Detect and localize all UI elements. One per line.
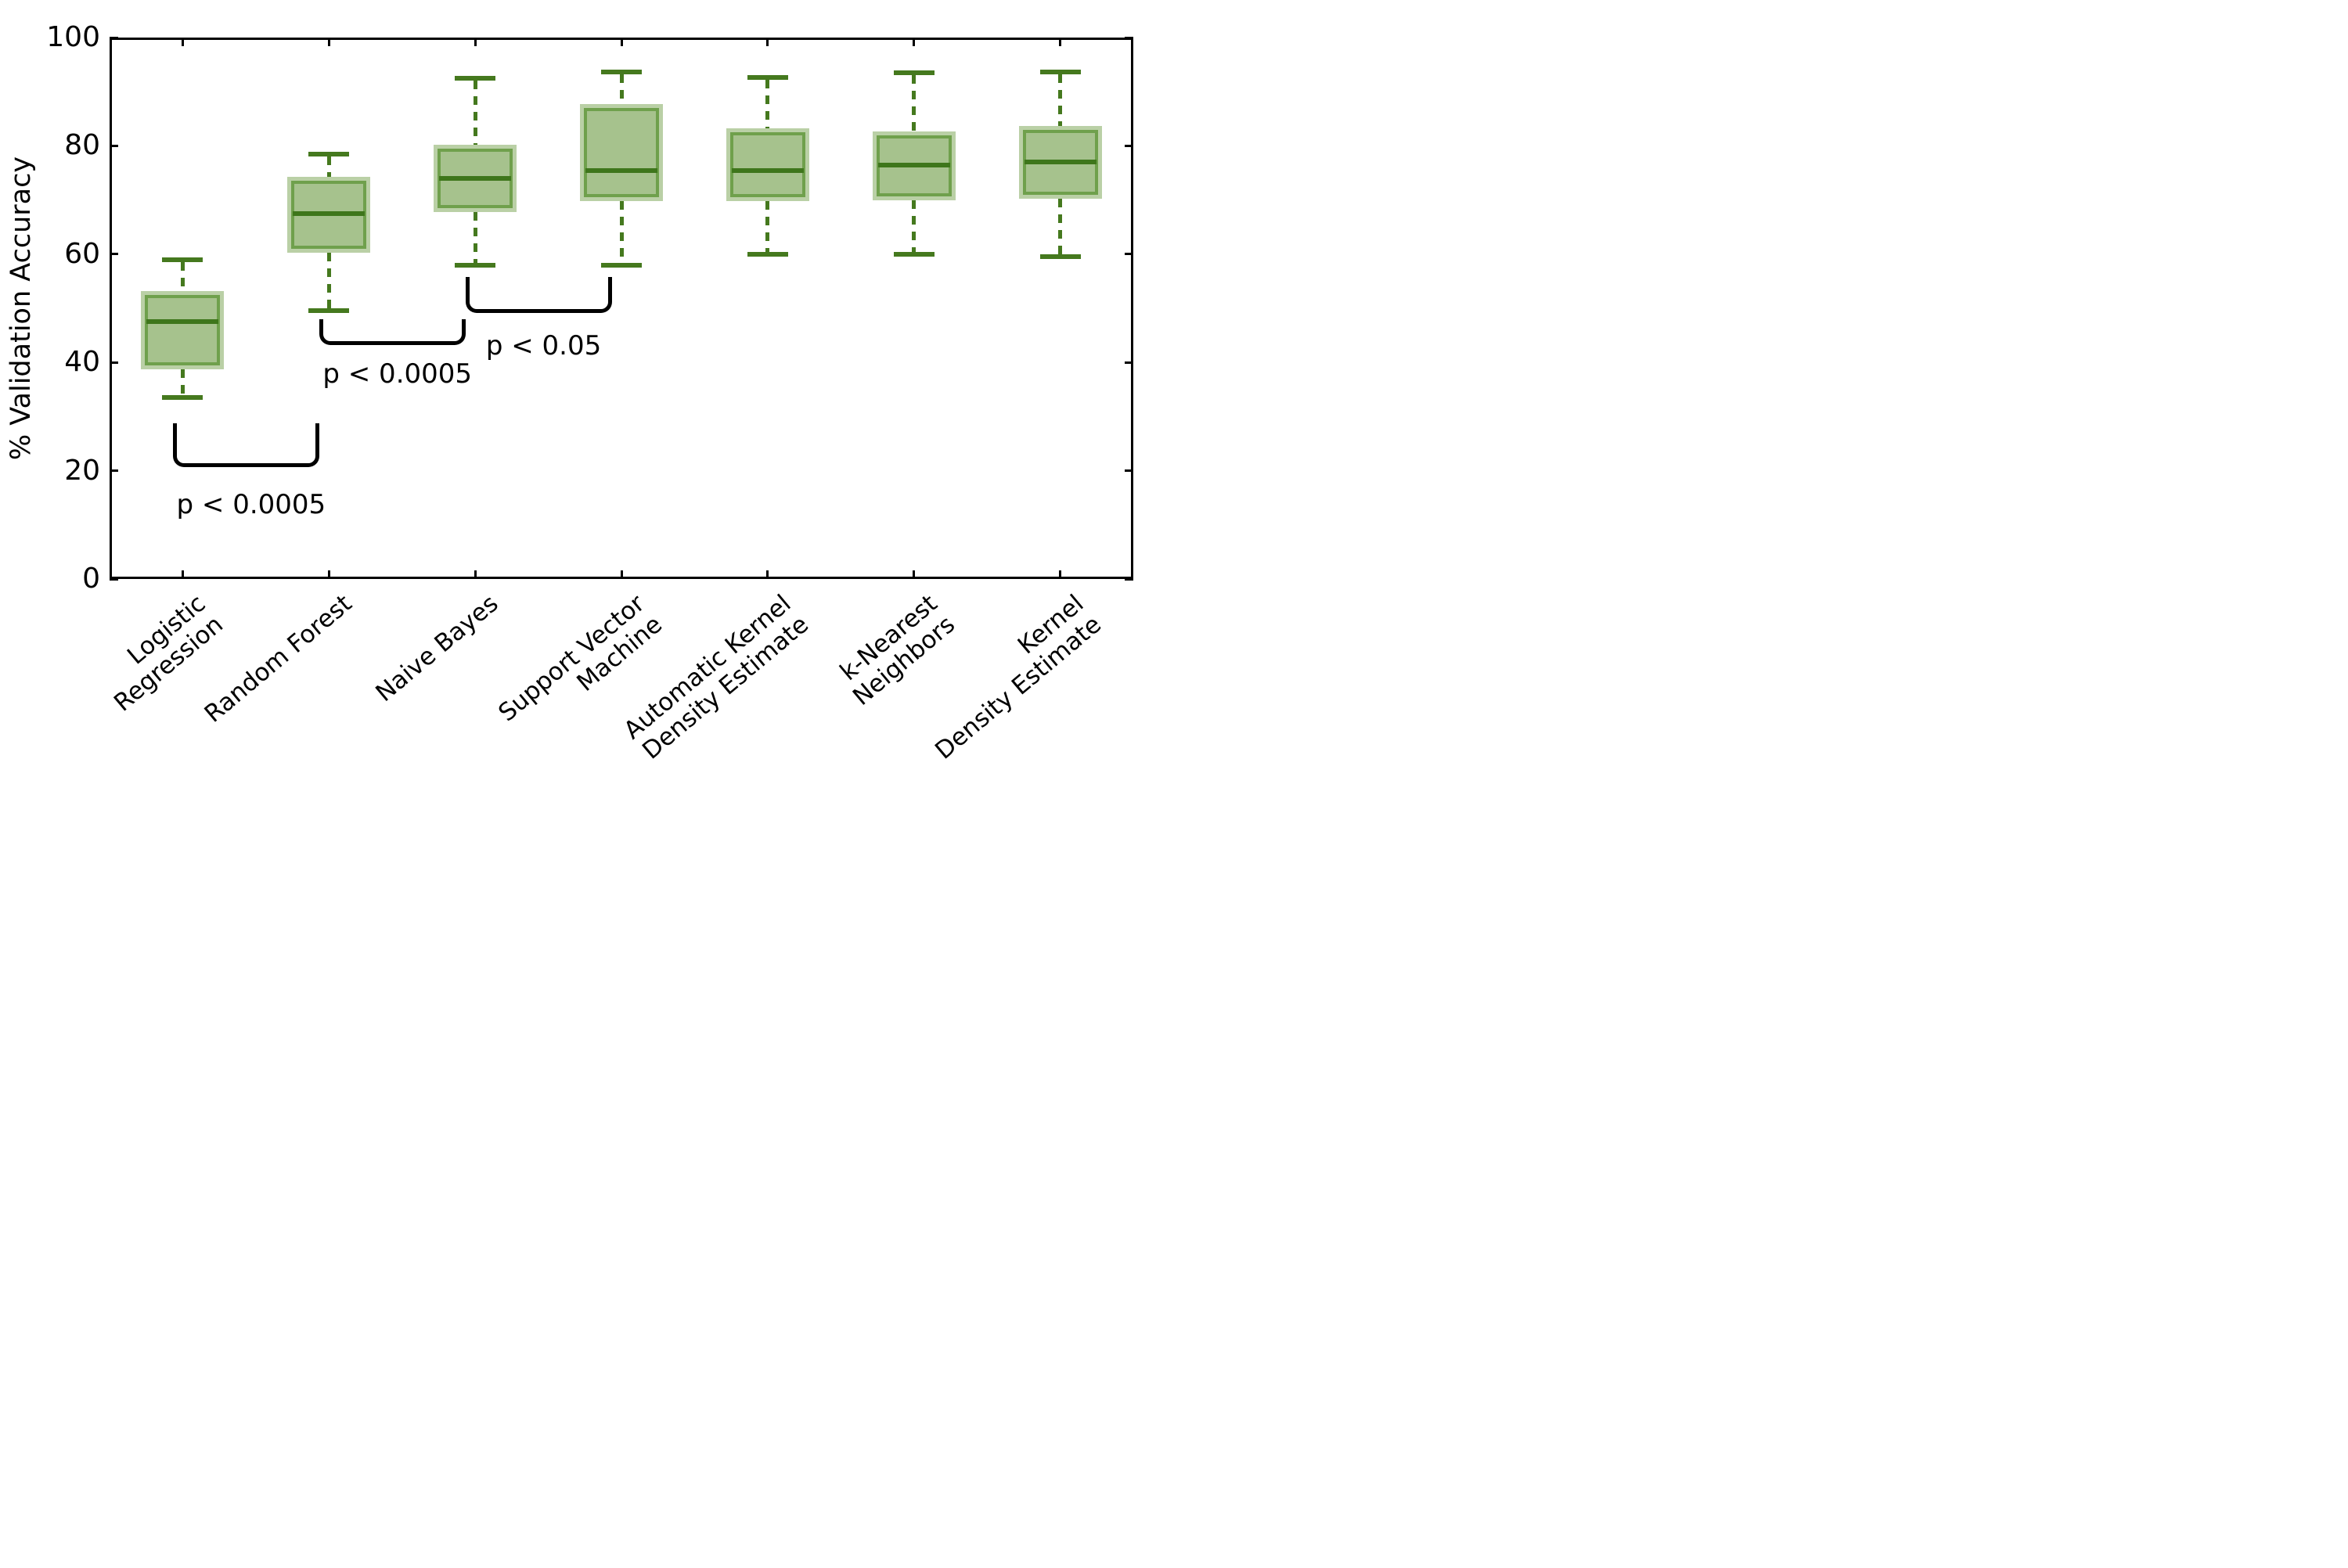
y-tick-label: 80 <box>64 129 100 162</box>
y-tick-right <box>1125 577 1133 581</box>
y-tick-label: 20 <box>64 454 100 487</box>
y-tick-right <box>1125 361 1133 364</box>
y-tick-left <box>110 577 118 581</box>
y-tick-left <box>110 253 118 256</box>
lower-whisker-cap <box>1039 254 1081 260</box>
lower-whisker <box>619 201 624 263</box>
upper-whisker-cap <box>1039 70 1081 75</box>
lower-whisker <box>473 211 477 263</box>
upper-whisker-cap <box>747 74 788 80</box>
x-tick-bottom <box>474 570 477 579</box>
y-axis-label: % Validation Accuracy <box>5 156 37 461</box>
boxplot-figure: % Validation Accuracy 0 20 40 60 80 100 p < 0.… <box>0 0 1174 784</box>
y-tick-left <box>110 36 118 39</box>
median-line <box>146 319 219 325</box>
median-line <box>1024 160 1097 165</box>
x-tick-bottom <box>913 570 916 579</box>
upper-whisker <box>473 80 477 145</box>
x-tick-top <box>620 38 623 46</box>
y-tick-left <box>110 469 118 473</box>
x-tick-bottom <box>327 570 330 579</box>
upper-whisker-cap <box>308 151 350 156</box>
box-iqr <box>145 294 221 365</box>
significance-label: p < 0.0005 <box>322 358 473 390</box>
x-tick-top <box>1059 38 1062 46</box>
upper-whisker-cap <box>162 257 203 262</box>
median-line <box>877 162 950 167</box>
lower-whisker-cap <box>162 395 203 401</box>
upper-whisker <box>765 79 770 129</box>
y-tick-right <box>1125 144 1133 147</box>
lower-whisker-cap <box>893 251 935 257</box>
x-tick-top <box>474 38 477 46</box>
y-tick-right <box>1125 469 1133 473</box>
significance-bracket <box>466 276 612 314</box>
lower-whisker <box>180 369 185 396</box>
lower-whisker-cap <box>601 262 642 268</box>
lower-whisker <box>1058 198 1063 255</box>
upper-whisker <box>1058 74 1063 126</box>
upper-whisker <box>326 156 331 178</box>
x-tick-bottom <box>766 570 769 579</box>
x-tick-top <box>181 38 184 46</box>
x-category-label-line: Regression <box>109 610 229 717</box>
y-tick-label: 0 <box>82 563 100 595</box>
x-tick-top <box>913 38 916 46</box>
box-iqr <box>729 132 805 198</box>
upper-whisker <box>619 74 624 104</box>
upper-whisker-cap <box>455 75 496 81</box>
x-category-label: Logistic Regression <box>0 589 229 784</box>
y-tick-right <box>1125 36 1133 39</box>
upper-whisker-cap <box>893 70 935 75</box>
lower-whisker-cap <box>308 308 350 314</box>
significance-bracket <box>319 318 466 346</box>
lower-whisker <box>765 201 770 252</box>
y-tick-right <box>1125 253 1133 256</box>
y-tick-label: 40 <box>64 346 100 379</box>
lower-whisker-cap <box>747 251 788 257</box>
significance-label: p < 0.0005 <box>176 489 326 521</box>
median-line <box>293 210 366 216</box>
upper-whisker-cap <box>601 69 642 74</box>
median-line <box>731 167 804 173</box>
y-tick-left <box>110 361 118 364</box>
upper-whisker <box>912 74 917 131</box>
x-tick-bottom <box>620 570 623 579</box>
y-tick-label: 60 <box>64 237 100 270</box>
y-tick-left <box>110 144 118 147</box>
lower-whisker <box>326 252 331 309</box>
significance-bracket <box>173 423 320 467</box>
x-tick-bottom <box>181 570 184 579</box>
median-line <box>585 167 657 173</box>
x-tick-bottom <box>1059 570 1062 579</box>
lower-whisker-cap <box>455 262 496 268</box>
significance-label: p < 0.05 <box>485 330 602 362</box>
lower-whisker <box>912 200 917 252</box>
x-tick-top <box>327 38 330 46</box>
median-line <box>439 175 512 181</box>
box-iqr <box>584 107 659 198</box>
x-tick-top <box>766 38 769 46</box>
y-tick-label: 100 <box>46 21 100 53</box>
upper-whisker <box>180 261 185 291</box>
